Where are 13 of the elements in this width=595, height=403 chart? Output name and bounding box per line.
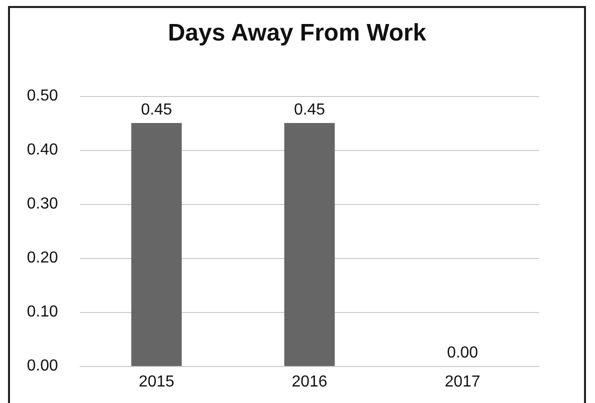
x-tick-label: 2015 bbox=[138, 374, 174, 390]
y-tick-label: 0.00 bbox=[26, 358, 58, 374]
data-label: 0.45 bbox=[140, 102, 172, 118]
data-label: 0.45 bbox=[294, 102, 326, 118]
y-tick-label: 0.40 bbox=[26, 142, 58, 158]
y-tick-label: 0.30 bbox=[26, 196, 58, 212]
chart-title: Days Away From Work bbox=[168, 20, 427, 46]
y-tick-label: 0.10 bbox=[26, 304, 58, 320]
data-label: 0.00 bbox=[446, 344, 478, 362]
x-tick-label: 2016 bbox=[292, 374, 328, 390]
y-tick-label: 0.20 bbox=[26, 250, 58, 266]
y-tick-label: 0.50 bbox=[26, 88, 58, 104]
x-tick-label: 2017 bbox=[444, 374, 480, 390]
